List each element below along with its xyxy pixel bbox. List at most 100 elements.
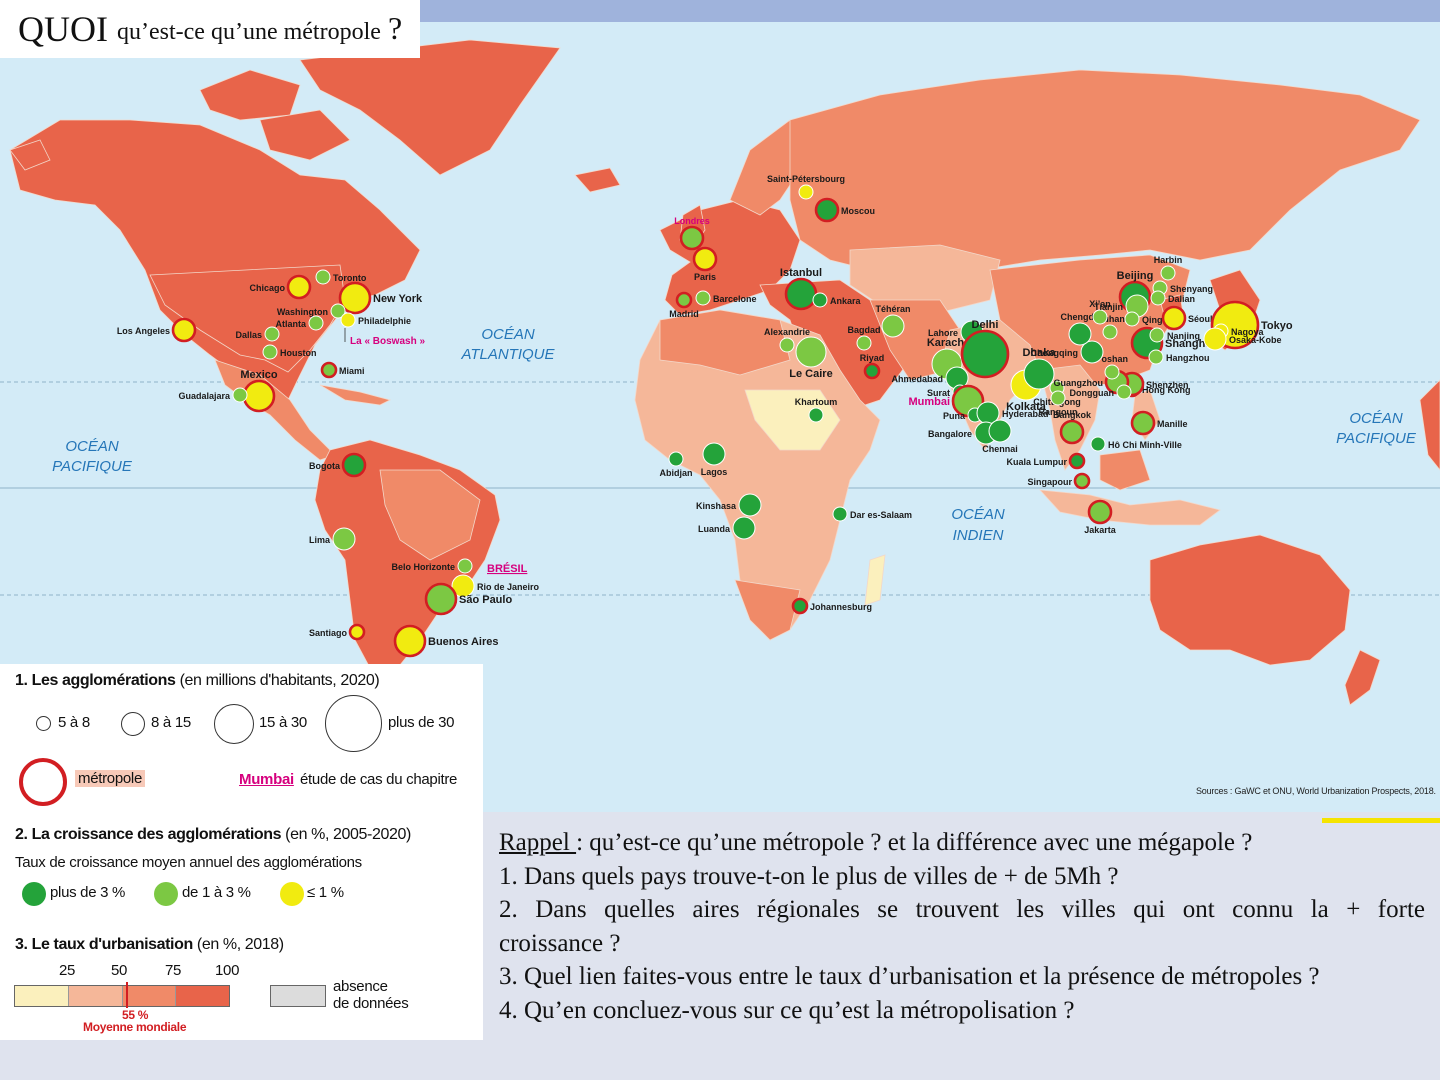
city-label-londres: Londres [674,216,710,226]
city-marker-alexandrie [779,337,795,353]
city-marker-dalian [1150,290,1166,306]
city-label-dar-es-salaam: Dar es-Salaam [850,510,912,520]
city-marker-moscou [814,197,840,223]
city-label-ahmedabad: Ahmedabad [891,374,943,384]
city-label-le-caire: Le Caire [789,368,832,380]
legend-size-8-15: 8 à 15 [151,714,191,731]
city-label-luanda: Luanda [698,524,731,534]
city-label-houston: Houston [280,348,317,358]
city-marker-houston [262,344,278,360]
legend-growth-mid: de 1 à 3 % [182,884,251,901]
ocean-pacific-west-l1: OCÉAN [65,438,119,455]
city-marker-qingdao [1124,311,1140,327]
legend-section-2-subtitle: Taux de croissance moyen annuel des aggl… [15,854,362,871]
legend-metro: métropole [75,770,146,787]
bresil-label: BRÉSIL [487,562,528,575]
title-question-mark: ? [388,10,403,46]
city-label-lima: Lima [309,535,331,545]
city-marker-ho-chi-minh-ville [1090,436,1106,452]
city-marker-rio-de-janeiro [451,574,475,598]
city-label-paris: Paris [694,272,716,282]
madagascar [864,554,886,606]
legend-mumbai: Mumbai [239,771,294,788]
city-label-alexandrie: Alexandrie [764,327,810,337]
scale-low [67,986,122,1006]
city-label-qingdao: Qingdao [1142,315,1179,325]
city-label-hong-kong: Hong Kong [1142,385,1191,395]
city-markers: Los Angeles Chicago Toronto New York Washing… [117,174,1293,658]
top-bar [420,0,1440,22]
city-label-miami: Miami [339,366,365,376]
pacific-edge [1419,379,1440,471]
ocean-pacific-east-l1: OCÉAN [1349,410,1403,427]
city-marker-singapour [1073,472,1091,490]
city-marker-istanbul [784,277,818,311]
city-label-bangkok: Bangkok [1053,410,1092,420]
legend: 1. Les agglomérations (en millions d'hab… [0,664,483,1040]
city-marker-abidjan [668,451,684,467]
city-label-lahore: Lahore [928,328,958,338]
ocean-indian-l2: INDIEN [953,527,1004,544]
city-marker-dongguan [1116,384,1132,400]
city-label-abidjan: Abidjan [660,468,693,478]
legend-no-data-1: absence [333,978,388,995]
legend-section-3-heading: 3. Le taux d'urbanisation (en %, 2018) [15,936,284,953]
city-label-seoul: Séoul [1188,314,1213,324]
city-label-khartoum: Khartoum [795,397,838,407]
city-marker-toronto [315,269,331,285]
city-marker-mexico [242,379,276,413]
city-marker-hangzhou [1148,349,1164,365]
city-label-chennai: Chennai [982,444,1018,454]
title-box: QUOI qu’est-ce qu’une métropole ? [0,0,420,58]
city-marker-buenos-aires [393,624,427,658]
city-label-johannesburg: Johannesburg [810,602,872,612]
scale-vlow [15,986,68,1006]
city-label-dongguan: Dongguan [1070,388,1115,398]
city-marker-luanda [732,516,756,540]
question-rappel: Rappel : qu’est-ce qu’une métropole ? et… [499,829,1253,856]
city-marker-riyad [863,362,881,380]
city-marker-ankara [812,292,828,308]
questions-block: Rappel : qu’est-ce qu’une métropole ? et… [499,826,1425,1028]
city-label-rio-de-janeiro: Rio de Janeiro [477,582,540,592]
city-label-xi-an: Xi’an [1089,299,1111,309]
legend-case-study: étude de cas du chapitre [300,771,458,788]
city-marker-chongqing [1080,340,1104,364]
city-marker-dar-es-salaam [832,506,848,522]
question-1: 1. Dans quels pays trouve-t-on le plus d… [499,862,1119,890]
legend-section-2-heading: 2. La croissance des agglomérations (en … [15,826,411,843]
city-marker-khartoum [808,407,824,423]
legend-tick-100: 100 [215,962,240,979]
city-marker-chicago [286,274,312,300]
city-label-ho-chi-minh-ville: Hô Chi Minh-Ville [1108,440,1182,450]
city-label-chongqing: Chongqing [1031,348,1078,358]
city-label-karachi: Karachi [927,337,967,349]
title-big: QUOI [18,9,108,49]
city-marker-xi-an [1092,309,1108,325]
city-marker-philadelphie [340,312,356,328]
city-label-jakarta: Jakarta [1084,525,1117,535]
city-label-surat: Surat [927,388,950,398]
city-label-barcelone: Barcelone [713,294,757,304]
city-label-sao-paulo: São Paulo [459,594,512,606]
city-label-manille: Manille [1157,419,1188,429]
city-label-dhaka: Dhaka [1022,347,1056,359]
city-marker-foshan [1104,364,1120,380]
city-label-kinshasa: Kinshasa [696,501,737,511]
city-label-belo-horizonte: Belo Horizonte [391,562,455,572]
indonesia [1039,489,1221,526]
city-label-shenzhen: Shenzhen [1146,380,1189,390]
city-label-hangzhou: Hangzhou [1166,353,1210,363]
city-label-tokyo: Tokyo [1261,320,1293,332]
legend-growth-mid-icon [154,882,178,906]
city-marker-le-caire [795,336,827,368]
accent-line [1322,818,1440,823]
city-marker-washington [330,303,346,319]
city-label-philadelphie: Philadelphie [358,316,411,326]
city-label-foshan: Foshan [1096,354,1128,364]
city-marker-miami [320,361,338,379]
city-marker-manille [1130,410,1156,436]
world-average-pct: 55 % [122,1008,149,1022]
world-average-marker [126,982,128,1008]
city-marker-los-angeles [171,317,197,343]
